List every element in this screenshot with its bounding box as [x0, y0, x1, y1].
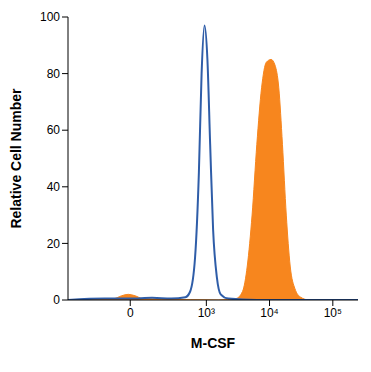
svg-text:40: 40 — [47, 180, 61, 194]
svg-text:80: 80 — [47, 67, 61, 81]
svg-text:0: 0 — [53, 293, 60, 307]
svg-text:10⁵: 10⁵ — [324, 306, 342, 320]
svg-text:Relative Cell Number: Relative Cell Number — [8, 88, 24, 229]
svg-text:20: 20 — [47, 237, 61, 251]
svg-text:10⁴: 10⁴ — [260, 306, 279, 320]
svg-text:100: 100 — [40, 10, 60, 24]
svg-text:M-CSF: M-CSF — [191, 335, 236, 351]
svg-text:60: 60 — [47, 123, 61, 137]
svg-text:10³: 10³ — [198, 306, 215, 320]
svg-text:0: 0 — [127, 306, 134, 320]
